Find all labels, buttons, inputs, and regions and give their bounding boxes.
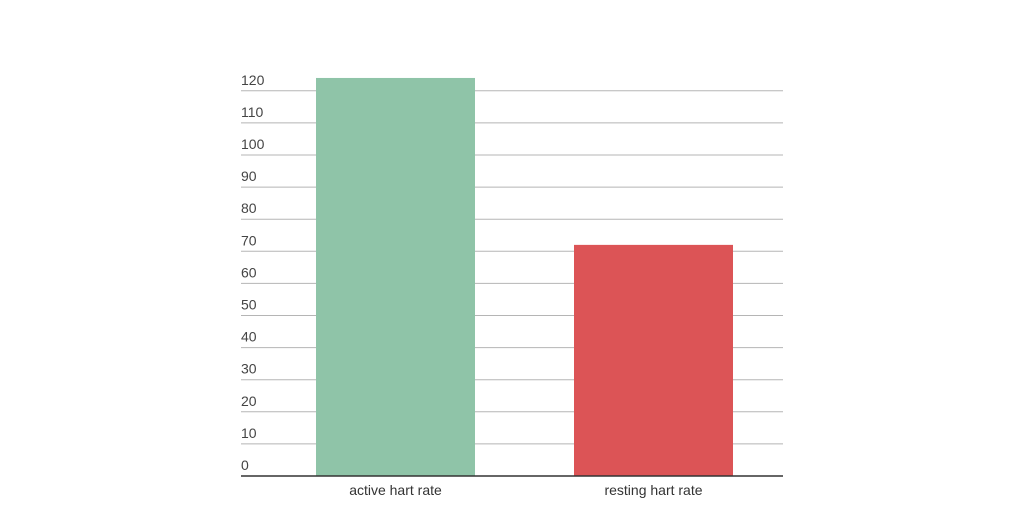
bar-resting-hart-rate bbox=[574, 244, 733, 476]
y-tick-label: 50 bbox=[241, 297, 257, 313]
bars bbox=[316, 77, 733, 477]
y-tick-label: 40 bbox=[241, 329, 257, 345]
x-category-label: resting hart rate bbox=[604, 482, 702, 498]
y-tick-label: 0 bbox=[241, 457, 249, 473]
x-axis-categories: active hart rate resting hart rate bbox=[349, 482, 703, 498]
y-tick-label: 80 bbox=[241, 200, 257, 216]
y-tick-label: 110 bbox=[241, 104, 264, 120]
y-tick-label: 30 bbox=[241, 361, 257, 377]
y-tick-label: 70 bbox=[241, 232, 257, 248]
y-tick-label: 120 bbox=[241, 72, 265, 88]
y-tick-label: 100 bbox=[241, 136, 265, 152]
bar-active-hart-rate bbox=[316, 77, 475, 477]
y-tick-label: 60 bbox=[241, 264, 257, 280]
y-tick-label: 90 bbox=[241, 168, 257, 184]
y-tick-label: 10 bbox=[241, 425, 257, 441]
x-category-label: active hart rate bbox=[349, 482, 442, 498]
y-tick-label: 20 bbox=[241, 393, 257, 409]
y-axis-ticks: 0 10 20 30 40 50 60 70 80 90 100 110 120 bbox=[241, 72, 265, 473]
